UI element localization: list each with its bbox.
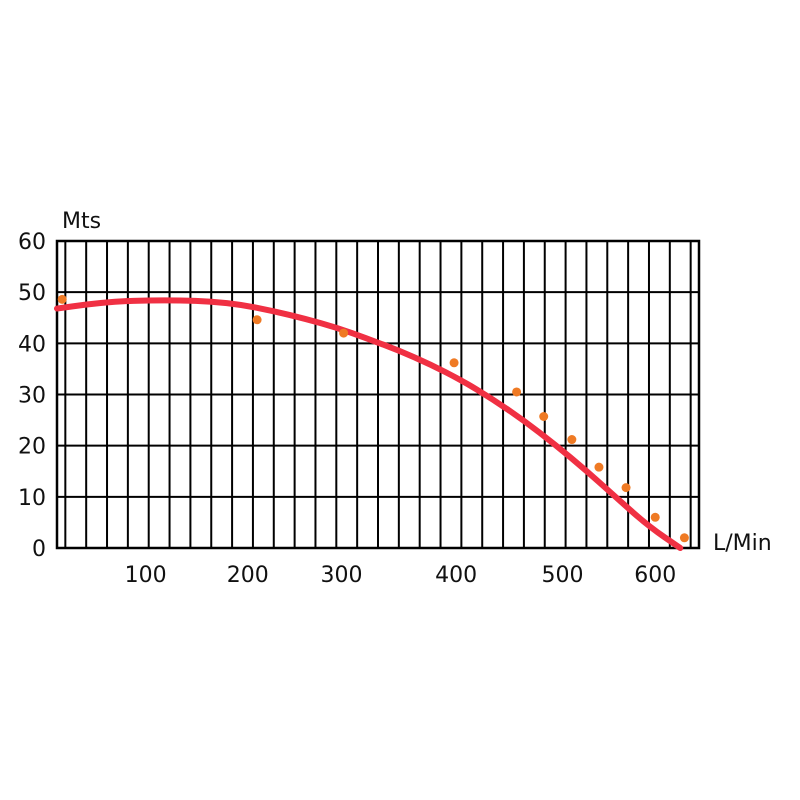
data-point xyxy=(650,512,660,522)
y-tick-label: 0 xyxy=(32,537,46,562)
tick-labels: 0 10 20 30 40 50 60 100 200 300 400 500 600 xyxy=(18,230,676,588)
plot-frame xyxy=(55,239,701,550)
data-point xyxy=(539,412,549,422)
performance-curve xyxy=(54,297,684,551)
x-tick-label: 500 xyxy=(541,563,583,588)
data-point xyxy=(339,328,349,338)
x-tick-label: 400 xyxy=(435,563,477,588)
data-point xyxy=(621,483,631,493)
y-tick-label: 40 xyxy=(18,332,46,357)
data-points xyxy=(57,294,689,543)
y-tick-label: 10 xyxy=(18,486,46,511)
y-tick-label: 30 xyxy=(18,384,46,409)
data-point xyxy=(252,315,262,325)
grid-lines xyxy=(55,239,701,550)
x-tick-label: 200 xyxy=(227,563,269,588)
data-point xyxy=(512,387,522,397)
y-tick-label: 20 xyxy=(18,435,46,460)
x-tick-label: 100 xyxy=(125,563,167,588)
data-point xyxy=(594,462,604,472)
y-axis-title: Mts xyxy=(62,209,101,234)
data-point xyxy=(57,294,67,304)
curve-layer xyxy=(54,297,684,551)
x-tick-label: 600 xyxy=(634,563,676,588)
y-tick-label: 60 xyxy=(18,230,46,255)
data-point xyxy=(567,435,577,445)
y-tick-label: 50 xyxy=(18,281,46,306)
x-axis-title: L/Min xyxy=(713,531,772,556)
data-point xyxy=(679,533,689,543)
data-point xyxy=(449,358,459,368)
x-tick-label: 300 xyxy=(321,563,363,588)
